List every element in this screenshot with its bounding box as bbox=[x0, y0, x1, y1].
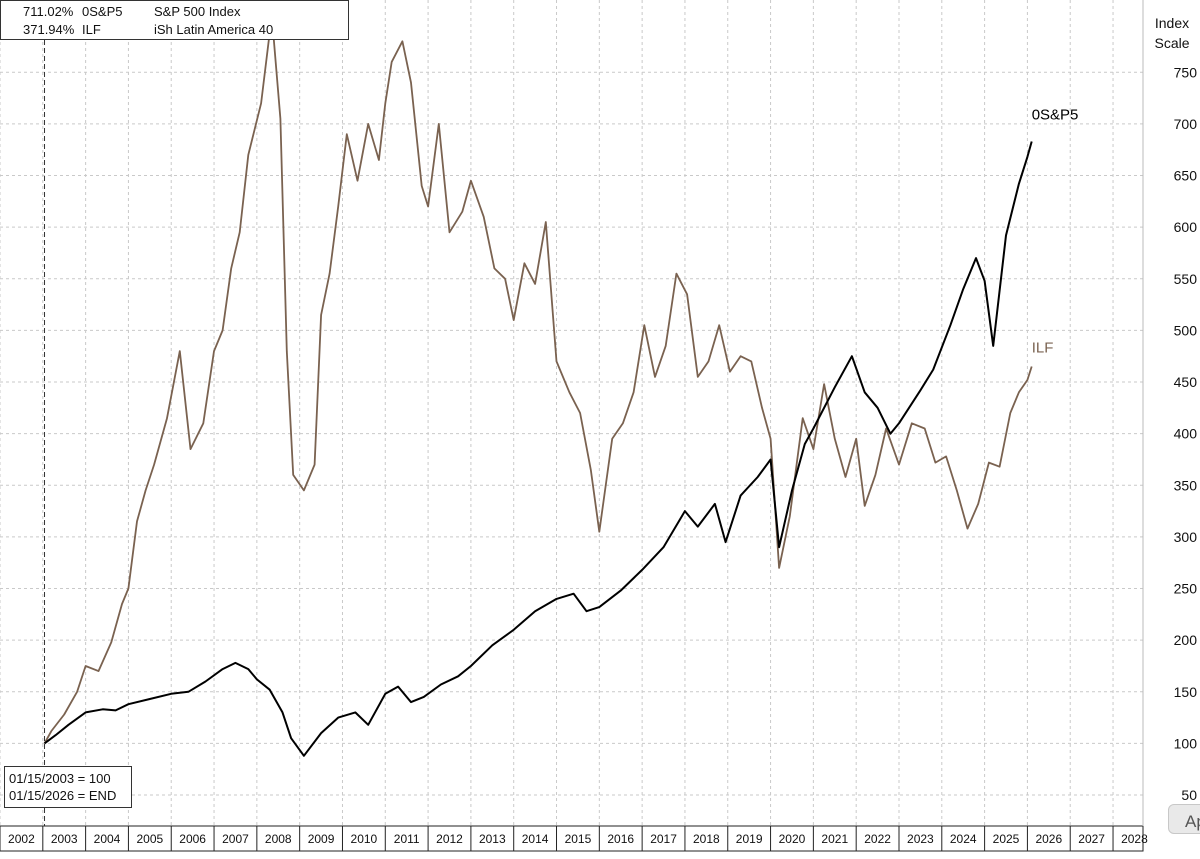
x-tick-label: 2008 bbox=[265, 832, 292, 846]
x-tick-label: 2018 bbox=[693, 832, 720, 846]
x-tick-label: 2014 bbox=[522, 832, 549, 846]
x-tick-label: 2024 bbox=[950, 832, 977, 846]
y-tick-label: 300 bbox=[1174, 529, 1198, 545]
index-scale-title: Index Scale bbox=[1152, 13, 1192, 53]
x-tick-label: 2020 bbox=[779, 832, 806, 846]
y-tick-label: 600 bbox=[1174, 219, 1198, 235]
x-tick-label: 2004 bbox=[94, 832, 121, 846]
x-tick-label: 2015 bbox=[565, 832, 592, 846]
scale-title-line: Index bbox=[1154, 15, 1190, 31]
x-tick-label: 2028 bbox=[1121, 832, 1148, 846]
legend-symbol: ILF bbox=[82, 22, 101, 37]
series-end-labels: ILF 0S&P5 bbox=[1032, 106, 1079, 356]
x-tick-label: 2027 bbox=[1078, 832, 1105, 846]
base-note-line: 01/15/2003 = 100 bbox=[9, 771, 111, 786]
x-tick-label: 2011 bbox=[394, 832, 420, 846]
legend-row-ilf: 371.94% ILF iSh Latin America 40 bbox=[1, 21, 348, 39]
legend-row-sp500: 711.02% 0S&P5 S&P 500 Index bbox=[1, 3, 348, 21]
y-tick-label: 250 bbox=[1174, 581, 1198, 597]
y-tick-label: 150 bbox=[1174, 684, 1198, 700]
x-tick-label: 2026 bbox=[1035, 832, 1062, 846]
series-line-sp500 bbox=[43, 141, 1033, 757]
legend-box: 711.02% 0S&P5 S&P 500 Index 371.94% ILF … bbox=[0, 0, 349, 40]
base-date-note: 01/15/2003 = 100 01/15/2026 = END bbox=[4, 766, 132, 808]
y-tick-label: 500 bbox=[1174, 322, 1198, 338]
y-tick-label: 200 bbox=[1174, 632, 1198, 648]
legend-name: iSh Latin America 40 bbox=[154, 22, 274, 37]
y-axis: 50 100 150 200 250 300 350 400 450 500 550 600 650 70… bbox=[1174, 64, 1198, 803]
ap-button[interactable]: Ap bbox=[1168, 804, 1200, 834]
series-layer bbox=[43, 14, 1033, 757]
y-tick-label: 50 bbox=[1181, 787, 1197, 803]
base-note-line: 01/15/2026 = END bbox=[9, 788, 117, 803]
y-tick-label: 350 bbox=[1174, 477, 1198, 493]
legend-name: S&P 500 Index bbox=[154, 4, 241, 19]
x-tick-label: 2007 bbox=[222, 832, 249, 846]
x-tick-label: 2006 bbox=[179, 832, 206, 846]
series-line-ilf bbox=[43, 14, 1033, 744]
x-tick-label: 2013 bbox=[479, 832, 506, 846]
x-tick-label: 2023 bbox=[907, 832, 934, 846]
series-end-label-ilf: ILF bbox=[1032, 340, 1054, 357]
y-tick-label: 700 bbox=[1174, 116, 1198, 132]
grid-layer bbox=[0, 0, 1143, 826]
y-tick-label: 650 bbox=[1174, 168, 1198, 184]
x-tick-label: 2022 bbox=[864, 832, 891, 846]
x-tick-label: 2025 bbox=[993, 832, 1020, 846]
x-tick-label: 2017 bbox=[650, 832, 677, 846]
x-tick-label: 2009 bbox=[308, 832, 335, 846]
x-tick-label: 2002 bbox=[8, 832, 35, 846]
legend-pct: 371.94% bbox=[23, 22, 75, 37]
y-tick-label: 100 bbox=[1174, 735, 1198, 751]
x-tick-label: 2019 bbox=[736, 832, 763, 846]
series-end-label-sp500: 0S&P5 bbox=[1032, 106, 1079, 123]
legend-symbol: 0S&P5 bbox=[82, 4, 123, 19]
x-tick-label: 2012 bbox=[436, 832, 463, 846]
legend-pct: 711.02% bbox=[23, 4, 74, 19]
x-tick-label: 2005 bbox=[136, 832, 163, 846]
x-tick-label: 2016 bbox=[607, 832, 634, 846]
y-tick-label: 400 bbox=[1174, 426, 1198, 442]
y-tick-label: 550 bbox=[1174, 271, 1198, 287]
x-axis-band bbox=[0, 825, 1144, 852]
y-tick-label: 450 bbox=[1174, 374, 1198, 390]
x-tick-label: 2010 bbox=[351, 832, 378, 846]
x-tick-label: 2021 bbox=[821, 832, 848, 846]
scale-title-line: Scale bbox=[1154, 35, 1190, 51]
x-axis: 2002 2003 2004 2005 2006 2007 2008 2009 2010 2011… bbox=[0, 0, 1148, 852]
x-tick-label: 2003 bbox=[51, 832, 78, 846]
y-tick-label: 750 bbox=[1174, 64, 1198, 80]
